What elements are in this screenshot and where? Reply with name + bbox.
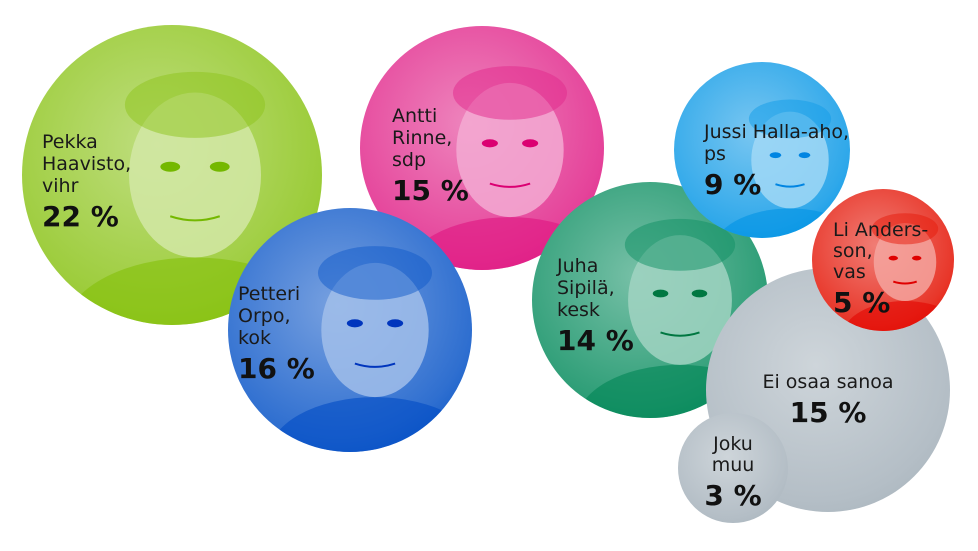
bubble-label: Pekka	[42, 131, 98, 153]
bubble-circle	[678, 413, 788, 523]
bubble-value: 5 %	[833, 286, 890, 319]
bubble-label: son,	[833, 240, 873, 262]
bubble-value: 15 %	[392, 174, 469, 207]
bubble-value: 3 %	[704, 479, 761, 512]
bubble-label: kok	[238, 327, 271, 349]
bubble-label: Rinne,	[392, 127, 452, 149]
bubble-label: Jussi Halla-aho,	[703, 121, 849, 143]
bubble-label: Joku	[712, 433, 753, 455]
bubble-label: muu	[712, 454, 755, 476]
bubble-label: vas	[833, 261, 866, 283]
bubble-label: ps	[704, 143, 726, 165]
bubble-label: Orpo,	[238, 305, 291, 327]
bubble-value: 16 %	[238, 352, 315, 385]
bubble-label: Sipilä,	[557, 277, 615, 299]
bubble-value: 14 %	[557, 324, 634, 357]
bubble-label: sdp	[392, 149, 426, 171]
bubble-label: Haavisto,	[42, 153, 131, 175]
bubble-value: 22 %	[42, 200, 119, 233]
bubble-value: 15 %	[790, 396, 867, 429]
bubble-label: Li Anders-	[833, 219, 928, 241]
bubble-label: Antti	[392, 105, 437, 127]
bubble-value: 9 %	[704, 168, 761, 201]
bubble-label: Juha	[556, 255, 598, 277]
bubble-label: kesk	[557, 299, 600, 321]
bubble-label: Ei osaa sanoa	[762, 371, 893, 393]
bubble-label: vihr	[42, 175, 79, 197]
bubble-label: Petteri	[238, 283, 300, 305]
